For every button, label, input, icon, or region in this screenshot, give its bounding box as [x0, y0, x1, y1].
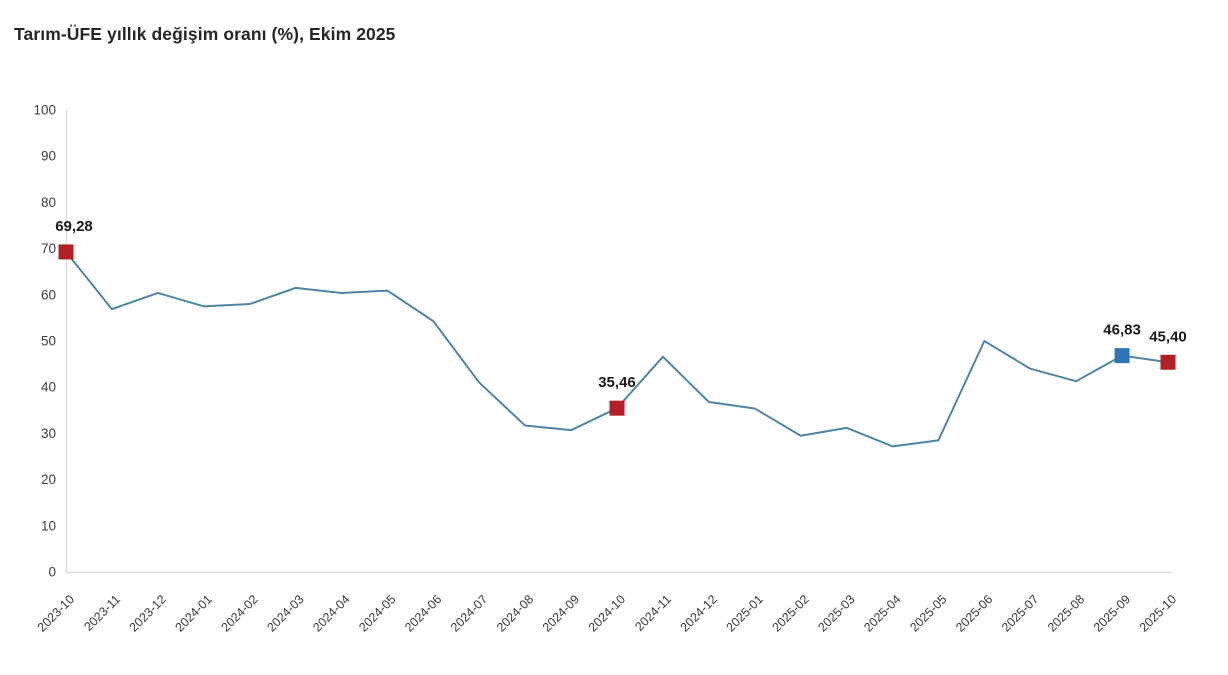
- x-axis-tick-label: 2025-09: [1091, 592, 1133, 634]
- y-axis-tick-label: 20: [41, 472, 56, 487]
- x-axis-tick-label: 2024-12: [678, 592, 720, 634]
- x-axis-tick-label: 2025-10: [1137, 592, 1179, 634]
- y-axis-tick-label: 80: [41, 195, 56, 210]
- x-axis-tick-label: 2025-05: [907, 592, 949, 634]
- x-axis-tick-label: 2025-08: [1045, 592, 1087, 634]
- x-axis-tick-label: 2023-10: [35, 592, 77, 634]
- y-axis-tick-label: 0: [48, 565, 56, 580]
- x-axis-tick-label: 2025-01: [724, 592, 766, 634]
- x-axis-tick-label: 2023-12: [127, 592, 169, 634]
- x-axis-tick-label: 2024-02: [218, 592, 260, 634]
- series-line: [65, 250, 1169, 448]
- x-axis-tick-label: 2023-11: [81, 592, 123, 634]
- data-point-label-2023-10: 69,28: [55, 218, 93, 235]
- x-axis-tick-label: 2024-06: [402, 592, 444, 634]
- x-axis-tick-label: 2024-08: [494, 592, 536, 634]
- x-axis-tick-label: 2024-07: [448, 592, 490, 634]
- y-axis-tick-label: 10: [41, 518, 56, 533]
- y-axis-tick-label: 90: [41, 149, 56, 164]
- x-axis-tick-label: 2024-01: [173, 592, 215, 634]
- x-axis-tick-label: 2025-03: [815, 592, 857, 634]
- data-point-label-2024-10: 35,46: [598, 374, 636, 391]
- y-axis-tick-label: 30: [41, 426, 56, 441]
- x-axis-tick-label: 2024-11: [632, 592, 674, 634]
- y-axis-tick-label: 60: [41, 287, 56, 302]
- y-axis-tick-label: 100: [33, 103, 56, 118]
- x-axis-tick-label: 2025-06: [953, 592, 995, 634]
- x-axis-tick-label: 2024-05: [356, 592, 398, 634]
- x-axis-tick-label: 2025-07: [999, 592, 1041, 634]
- data-point-marker-2023-10: [58, 244, 74, 260]
- data-point-marker-2025-10: [1160, 354, 1176, 370]
- chart-title: Tarım-ÜFE yıllık değişim oranı (%), Ekim…: [14, 24, 396, 44]
- x-axis-tick-label: 2025-02: [769, 592, 811, 634]
- y-axis-tick-label: 40: [41, 380, 56, 395]
- x-axis-tick-label: 2024-10: [586, 592, 628, 634]
- data-point-label-2025-10: 45,40: [1149, 328, 1187, 345]
- x-axis-tick-label: 2024-03: [264, 592, 306, 634]
- y-axis-tick-label: 70: [41, 241, 56, 256]
- data-point-label-2025-09: 46,83: [1103, 322, 1141, 339]
- x-axis-tick-label: 2024-09: [540, 592, 582, 634]
- data-point-marker-2025-09: [1114, 348, 1130, 364]
- x-axis-tick-label: 2024-04: [310, 592, 352, 634]
- y-axis-tick-label: 50: [41, 334, 56, 349]
- x-axis-tick-label: 2025-04: [861, 592, 903, 634]
- data-point-marker-2024-10: [609, 400, 625, 416]
